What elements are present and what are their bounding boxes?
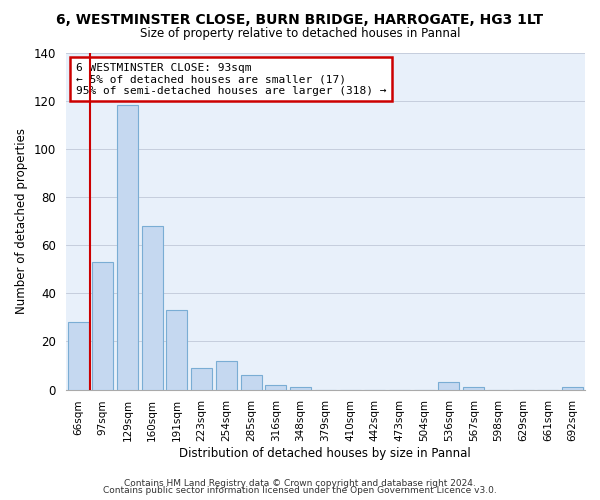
- Bar: [562, 387, 583, 390]
- Text: 6 WESTMINSTER CLOSE: 93sqm
← 5% of detached houses are smaller (17)
95% of semi-: 6 WESTMINSTER CLOSE: 93sqm ← 5% of detac…: [76, 62, 386, 96]
- Bar: [92, 262, 113, 390]
- Bar: [142, 226, 163, 390]
- Text: Contains HM Land Registry data © Crown copyright and database right 2024.: Contains HM Land Registry data © Crown c…: [124, 478, 476, 488]
- Bar: [265, 385, 286, 390]
- Bar: [290, 387, 311, 390]
- Bar: [68, 322, 89, 390]
- Bar: [241, 375, 262, 390]
- Bar: [439, 382, 460, 390]
- Y-axis label: Number of detached properties: Number of detached properties: [15, 128, 28, 314]
- X-axis label: Distribution of detached houses by size in Pannal: Distribution of detached houses by size …: [179, 447, 471, 460]
- Bar: [166, 310, 187, 390]
- Text: 6, WESTMINSTER CLOSE, BURN BRIDGE, HARROGATE, HG3 1LT: 6, WESTMINSTER CLOSE, BURN BRIDGE, HARRO…: [56, 12, 544, 26]
- Bar: [191, 368, 212, 390]
- Text: Size of property relative to detached houses in Pannal: Size of property relative to detached ho…: [140, 28, 460, 40]
- Bar: [216, 360, 237, 390]
- Bar: [117, 106, 138, 390]
- Text: Contains public sector information licensed under the Open Government Licence v3: Contains public sector information licen…: [103, 486, 497, 495]
- Bar: [463, 387, 484, 390]
